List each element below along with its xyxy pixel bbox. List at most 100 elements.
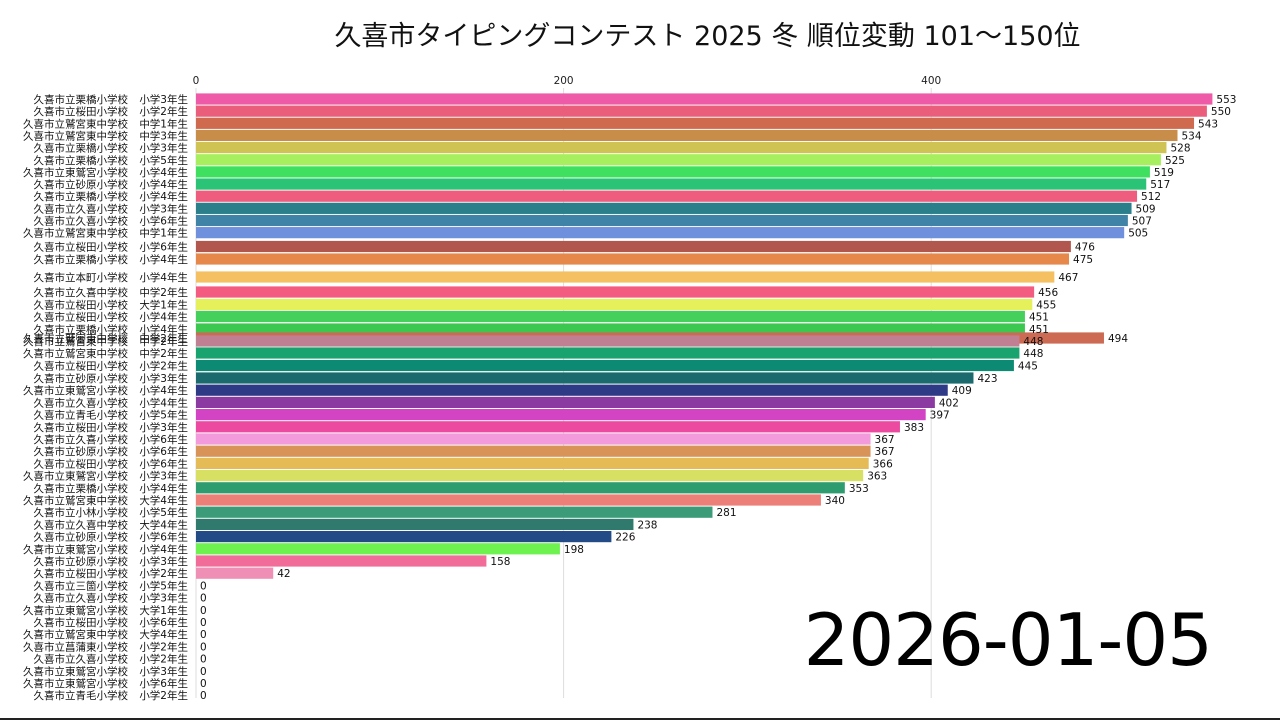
bar: [196, 240, 1071, 253]
bar-value-label: 456: [1038, 287, 1058, 299]
chart-title: 久喜市タイピングコンテスト 2025 冬 順位変動 101～150位: [334, 21, 1081, 52]
bar-grade-label: 小学5年生: [139, 506, 188, 519]
bar-school-label: 久喜市立栗橋小学校: [34, 154, 129, 167]
bar: [196, 457, 869, 469]
bar-value-label: 0: [200, 666, 207, 678]
bar-school-label: 久喜市立栗橋小学校: [34, 190, 129, 203]
bar-grade-label: 小学2年生: [139, 640, 188, 653]
bar-value-label: 0: [200, 629, 207, 641]
bar-value-label: 409: [952, 385, 972, 397]
bar-school-label: 久喜市立東鷲宮小学校: [23, 543, 128, 556]
bar-value-label: 340: [825, 495, 845, 507]
bar-school-label: 久喜市立小林小学校: [34, 506, 129, 519]
bar-value-label: 353: [849, 483, 869, 495]
bar: [196, 253, 1070, 265]
bar-value-label: 550: [1211, 106, 1231, 118]
bar-grade-label: 小学2年生: [139, 689, 188, 702]
bar: [196, 433, 871, 445]
bar-school-label: 久喜市立砂原小学校: [34, 531, 129, 544]
bar-school-label: 久喜市立栗橋小学校: [34, 142, 129, 155]
bar-value-label: 158: [490, 556, 510, 568]
bar-value-label: 517: [1150, 179, 1170, 191]
bar-grade-label: 小学4年生: [139, 543, 188, 556]
bar-school-label: 久喜市立久喜小学校: [34, 202, 129, 215]
bar: [196, 298, 1033, 311]
bar-grade-label: 小学4年生: [139, 190, 188, 203]
bar-value-label: 281: [716, 507, 736, 519]
bar: [196, 482, 845, 494]
bar-grade-label: 大学4年生: [139, 494, 188, 507]
bar-school-label: 久喜市立栗橋小学校: [34, 253, 129, 266]
bar-value-label: 467: [1058, 272, 1078, 284]
bar: [196, 178, 1147, 190]
bar-school-label: 久喜市立桜田小学校: [34, 567, 129, 580]
bar-grade-label: 中学1年生: [139, 117, 188, 130]
bar-school-label: 久喜市立鷲宮東中学校: [23, 129, 128, 142]
bar-grade-label: 小学4年生: [139, 384, 188, 397]
bar: [196, 271, 1055, 283]
bar-school-label: 久喜市立東鷲宮小学校: [23, 166, 128, 179]
bar-value-label: 553: [1216, 94, 1236, 106]
bar-value-label: 451: [1029, 312, 1049, 324]
bar-school-label: 久喜市立桜田小学校: [34, 421, 129, 434]
bar-grade-label: 小学4年生: [139, 482, 188, 495]
bar-grade-label: 小学2年生: [139, 360, 188, 373]
bar-grade-label: 小学5年生: [139, 409, 188, 422]
bar-value-label: 0: [200, 593, 207, 605]
bar-value-label: 507: [1132, 216, 1152, 228]
bar-school-label: 久喜市立鷲宮東中学校: [23, 335, 128, 348]
bar-school-label: 久喜市立桜田小学校: [34, 616, 129, 629]
bar-grade-label: 小学6年生: [139, 457, 188, 470]
bar-grade-label: 小学5年生: [139, 154, 188, 167]
bar-school-label: 久喜市立久喜小学校: [34, 396, 129, 409]
bar-layer: [196, 93, 1213, 579]
bar-grade-label: 中学1年生: [139, 227, 188, 240]
bar-value-label: 476: [1075, 242, 1095, 254]
bar-school-label: 久喜市立久喜小学校: [34, 592, 129, 605]
x-tick-label: 400: [921, 75, 941, 87]
bar-value-label: 543: [1198, 118, 1218, 130]
bar-value-label: 445: [1018, 361, 1038, 373]
bar-school-label: 久喜市立久喜小学校: [34, 653, 129, 666]
bar-value-label: 509: [1136, 203, 1156, 215]
bar-grade-label: 小学6年生: [139, 241, 188, 254]
bar-grade-label: 小学4年生: [139, 311, 188, 324]
bar-grade-label: 小学2年生: [139, 567, 188, 580]
bar-value-label: 42: [277, 568, 290, 580]
bar: [196, 470, 864, 482]
bar-school-label: 久喜市立本町小学校: [34, 271, 129, 284]
bar-value-label: 238: [637, 519, 657, 531]
bar-value-label: 494: [1108, 333, 1128, 345]
bar: [196, 359, 1014, 372]
bar-value-label: 402: [939, 397, 959, 409]
bar-school-label: 久喜市立桜田小学校: [34, 241, 129, 254]
bar-grade-label: 小学3年生: [139, 592, 188, 605]
bar-grade-label: 小学3年生: [139, 665, 188, 678]
bar-value-label: 534: [1181, 130, 1201, 142]
bar-value-label: 455: [1036, 300, 1056, 312]
bar: [196, 555, 487, 567]
bar-value-label: 451: [1029, 324, 1049, 336]
bar: [196, 347, 1020, 359]
bar: [196, 506, 713, 518]
bar-school-label: 久喜市立桜田小学校: [34, 311, 129, 324]
bar-value-label: 397: [930, 410, 950, 422]
bar-school-label: 久喜市立鷲宮東中学校: [23, 117, 128, 130]
bar: [196, 396, 935, 408]
bar-grade-label: 小学3年生: [139, 555, 188, 568]
bar-grade-label: 小学6年生: [139, 445, 188, 458]
bar-value-label: 0: [200, 678, 207, 690]
bar: [196, 409, 926, 421]
bar-grade-label: 小学3年生: [139, 470, 188, 483]
bar-school-label: 久喜市立久喜中学校: [34, 286, 129, 299]
bar-value-label: 0: [200, 605, 207, 617]
bar-grade-label: 小学2年生: [139, 105, 188, 118]
bar-grade-label: 小学6年生: [139, 531, 188, 544]
bar: [196, 93, 1213, 105]
bar: [196, 372, 974, 384]
bar-value-label: 423: [977, 373, 997, 385]
bar: [196, 286, 1035, 298]
